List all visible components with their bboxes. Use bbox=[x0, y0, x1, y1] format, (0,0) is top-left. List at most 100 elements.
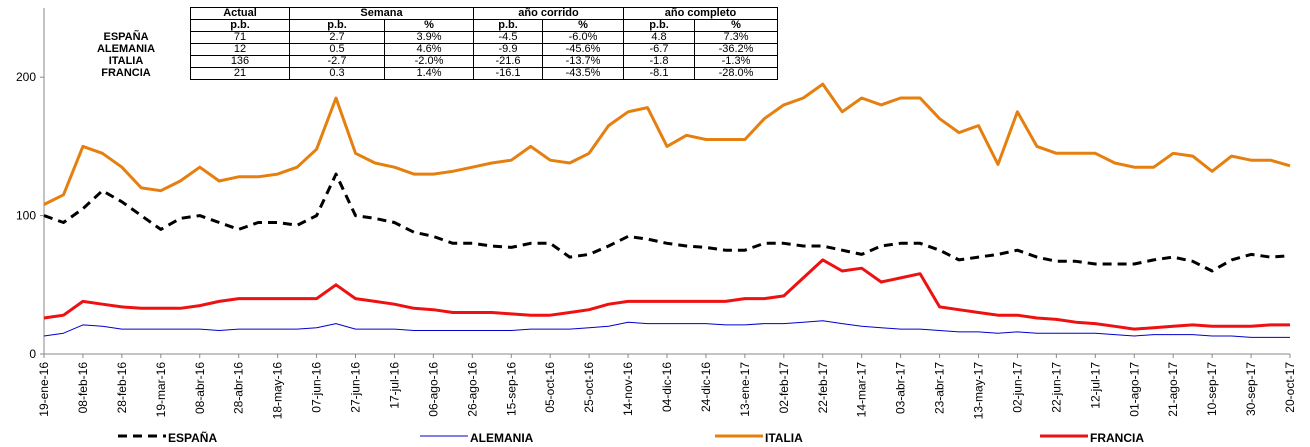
table-row: ESPAÑA 71 2.7 3.9% -4.5 -6.0% 4.8 7.3% bbox=[62, 31, 778, 44]
x-tick-label: 19-ene-16 bbox=[37, 362, 51, 417]
x-tick-label: 26-ago-16 bbox=[465, 362, 479, 417]
table-cell: % bbox=[384, 19, 474, 32]
table-cell: 136 bbox=[190, 55, 290, 68]
table-row: ITALIA 136 -2.7 -2.0% -21.6 -13.7% -1.8 -1.3% bbox=[62, 55, 778, 68]
table-cell: -13.7% bbox=[542, 55, 624, 68]
table-cell: p.b. bbox=[623, 19, 695, 32]
x-tick-label: 28-feb-16 bbox=[115, 362, 129, 414]
legend-item: ALEMANIA bbox=[420, 431, 534, 445]
y-tick-label: 100 bbox=[16, 209, 36, 223]
x-tick-label: 27-jun-16 bbox=[349, 362, 363, 413]
table-cell: -2.7 bbox=[289, 55, 385, 68]
x-tick-label: 13-ene-17 bbox=[738, 362, 752, 417]
table-cell: % bbox=[694, 19, 778, 32]
table-row: ALEMANIA 12 0.5 4.6% -9.9 -45.6% -6.7 -36.2% bbox=[62, 43, 778, 56]
table-cell: 1.4% bbox=[384, 67, 474, 80]
x-tick-label: 30-sep-17 bbox=[1244, 362, 1258, 416]
x-tick-label: 28-abr-16 bbox=[232, 362, 246, 414]
table-cell: p.b. bbox=[473, 19, 543, 32]
x-tick-label: 18-may-16 bbox=[271, 362, 285, 420]
x-tick-label: 15-sep-16 bbox=[504, 362, 518, 416]
table-cell: -45.6% bbox=[542, 43, 624, 56]
x-tick-label: 12-jul-17 bbox=[1088, 362, 1102, 409]
table-cell: -43.5% bbox=[542, 67, 624, 80]
legend-label: ESPAÑA bbox=[168, 430, 217, 445]
table-cell: -1.8 bbox=[623, 55, 695, 68]
y-tick-label: 0 bbox=[29, 347, 36, 361]
table-cell: año completo bbox=[623, 7, 778, 20]
legend-item: ESPAÑA bbox=[118, 430, 217, 445]
series-line bbox=[43, 82, 1291, 206]
x-tick-label: 20-oct-17 bbox=[1283, 362, 1297, 413]
table-cell: % bbox=[542, 19, 624, 32]
table-cell: -28.0% bbox=[694, 67, 778, 80]
x-tick-label: 23-abr-17 bbox=[933, 362, 947, 414]
x-tick-label: 07-jun-16 bbox=[310, 362, 324, 413]
table-cell: ALEMANIA bbox=[96, 43, 156, 55]
table-row: p.b. p.b.% p.b.% p.b.% bbox=[62, 19, 778, 32]
x-tick-label: 08-abr-16 bbox=[193, 362, 207, 414]
table-cell: 3.9% bbox=[384, 31, 474, 44]
x-tick-label: 14-mar-17 bbox=[855, 362, 869, 418]
table-cell: 21 bbox=[190, 67, 290, 80]
x-tick-label: 21-ago-17 bbox=[1166, 362, 1180, 417]
table-cell: año corrido bbox=[473, 7, 624, 20]
table-cell: 7.3% bbox=[694, 31, 778, 44]
table-cell: -6.7 bbox=[623, 43, 695, 56]
table-cell: -16.1 bbox=[473, 67, 543, 80]
x-tick-label: 19-mar-16 bbox=[154, 362, 168, 418]
table-cell: 12 bbox=[190, 43, 290, 56]
table-cell: 0.3 bbox=[289, 67, 385, 80]
x-tick-label: 02-jun-17 bbox=[1010, 362, 1024, 413]
x-tick-label: 01-ago-17 bbox=[1127, 362, 1141, 417]
table-cell: -1.3% bbox=[694, 55, 778, 68]
legend-item: FRANCIA bbox=[1040, 431, 1144, 445]
x-tick-label: 08-feb-16 bbox=[76, 362, 90, 414]
table-cell: 0.5 bbox=[289, 43, 385, 56]
x-tick-label: 17-jul-16 bbox=[387, 362, 401, 409]
x-tick-label: 02-feb-17 bbox=[777, 362, 791, 414]
x-tick-label: 14-nov-16 bbox=[621, 362, 635, 416]
x-tick-label: 03-abr-17 bbox=[894, 362, 908, 414]
table-cell: 71 bbox=[190, 31, 290, 44]
legend-label: FRANCIA bbox=[1090, 431, 1144, 445]
series-line bbox=[43, 258, 1290, 331]
legend-label: ITALIA bbox=[765, 431, 803, 445]
table-cell: -21.6 bbox=[473, 55, 543, 68]
x-tick-label: 05-oct-16 bbox=[543, 362, 557, 413]
table-cell: ITALIA bbox=[108, 55, 144, 67]
table-cell: p.b. bbox=[289, 19, 385, 32]
x-tick-label: 13-may-17 bbox=[972, 362, 986, 420]
summary-table: Actual Semana año corrido año completo p.b. p… bbox=[62, 7, 778, 80]
x-tick-label: 06-ago-16 bbox=[426, 362, 440, 417]
table-cell bbox=[62, 8, 191, 20]
table-cell: -6.0% bbox=[542, 31, 624, 44]
legend-label: ALEMANIA bbox=[470, 431, 534, 445]
x-tick-label: 25-oct-16 bbox=[582, 362, 596, 413]
table-cell: FRANCIA bbox=[101, 67, 151, 79]
table-cell: p.b. bbox=[190, 19, 290, 32]
table-cell: Semana bbox=[289, 7, 474, 20]
table-cell: -2.0% bbox=[384, 55, 474, 68]
x-tick-label: 24-dic-16 bbox=[699, 362, 713, 412]
table-cell: 2.7 bbox=[289, 31, 385, 44]
table-row: FRANCIA 21 0.3 1.4% -16.1 -43.5% -8.1 -28.0% bbox=[62, 67, 778, 80]
series-line bbox=[43, 320, 1290, 338]
x-tick-label: 10-sep-17 bbox=[1205, 362, 1219, 416]
legend-item: ITALIA bbox=[715, 431, 803, 445]
table-cell: ESPAÑA bbox=[103, 31, 149, 43]
table-cell: 4.6% bbox=[384, 43, 474, 56]
series-line bbox=[43, 172, 1291, 273]
table-cell: -4.5 bbox=[473, 31, 543, 44]
table-cell: -36.2% bbox=[694, 43, 778, 56]
table-cell: -9.9 bbox=[473, 43, 543, 56]
x-tick-label: 22-feb-17 bbox=[816, 362, 830, 414]
x-tick-label: 22-jun-17 bbox=[1049, 362, 1063, 413]
table-cell: 4.8 bbox=[623, 31, 695, 44]
table-cell: -8.1 bbox=[623, 67, 695, 80]
x-tick-label: 04-dic-16 bbox=[660, 362, 674, 412]
y-tick-label: 200 bbox=[16, 70, 36, 84]
table-cell: Actual bbox=[190, 7, 290, 20]
